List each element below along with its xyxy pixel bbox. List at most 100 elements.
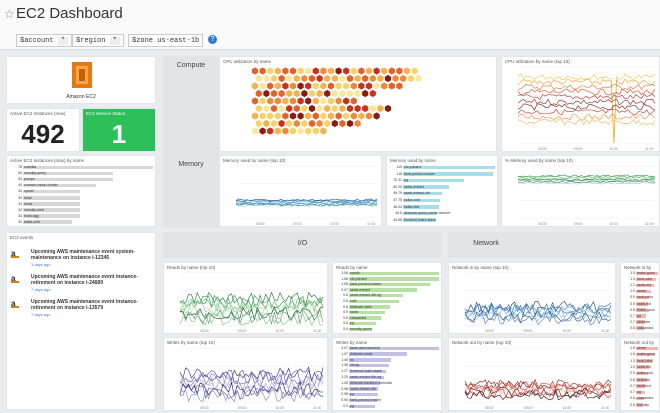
cpu-hex-cell[interactable]: [362, 89, 369, 98]
cpu-hex-cell[interactable]: [312, 112, 319, 120]
cpu-hex-cell[interactable]: [297, 97, 304, 105]
cpu-hex-cell[interactable]: [350, 97, 357, 105]
cpu-hex-cell[interactable]: [384, 74, 392, 83]
cpu-hex-cell[interactable]: [381, 67, 388, 75]
cpu-hex-cell[interactable]: [267, 82, 274, 90]
cpu-hex-cell[interactable]: [358, 67, 365, 75]
cpu-hex-cell[interactable]: [358, 112, 365, 120]
help-icon[interactable]: ?: [208, 35, 217, 44]
favorite-star-icon[interactable]: ☆: [4, 7, 15, 21]
cpu-hex-cell[interactable]: [365, 67, 373, 75]
cpu-hex-cell[interactable]: [312, 82, 319, 90]
cpu-hex-cell[interactable]: [327, 112, 335, 120]
cpu-hex-cell[interactable]: [331, 89, 338, 98]
cpu-hex-cell[interactable]: [297, 67, 304, 75]
cpu-hex-cell[interactable]: [343, 112, 350, 120]
cpu-hex-cell[interactable]: [282, 82, 289, 90]
cpu-hex-cell[interactable]: [339, 74, 346, 83]
cpu-hex-cell[interactable]: [305, 82, 312, 90]
cpu-hex-cell[interactable]: [369, 104, 376, 113]
cpu-hex-cell[interactable]: [263, 89, 270, 98]
cpu-hex-cell[interactable]: [331, 104, 338, 113]
cpu-hex-cell[interactable]: [312, 127, 319, 135]
cpu-hex-cell[interactable]: [263, 104, 270, 113]
cpu-hex-cell[interactable]: [297, 127, 304, 135]
cpu-hex-cell[interactable]: [339, 104, 346, 113]
cpu-hex-cell[interactable]: [301, 89, 308, 98]
cpu-hex-cell[interactable]: [259, 112, 266, 120]
cpu-hex-cell[interactable]: [381, 82, 388, 90]
cpu-hex-cell[interactable]: [354, 119, 361, 128]
cpu-hex-cell[interactable]: [324, 119, 331, 128]
event-title[interactable]: Upcoming AWS maintenance event instance-…: [31, 299, 138, 311]
cpu-hex-cell[interactable]: [301, 119, 308, 128]
cpu-hex-cell[interactable]: [293, 89, 300, 98]
cpu-hex-cell[interactable]: [312, 97, 319, 105]
cpu-hex-cell[interactable]: [270, 74, 278, 83]
cpu-hex-cell[interactable]: [343, 67, 350, 75]
cpu-hex-cell[interactable]: [274, 127, 281, 135]
cpu-hex-cell[interactable]: [411, 67, 418, 75]
cpu-hex-cell[interactable]: [346, 74, 354, 83]
cpu-hex-cell[interactable]: [274, 82, 281, 90]
cpu-hex-cell[interactable]: [392, 74, 399, 83]
cpu-hex-cell[interactable]: [305, 127, 312, 135]
cpu-hex-cell[interactable]: [354, 74, 361, 83]
cpu-hex-cell[interactable]: [316, 74, 323, 83]
cpu-hex-cell[interactable]: [320, 112, 327, 120]
cpu-hex-cell[interactable]: [415, 74, 422, 83]
cpu-hex-cell[interactable]: [320, 67, 327, 75]
cpu-hex-cell[interactable]: [316, 104, 323, 113]
cpu-hex-cell[interactable]: [308, 104, 316, 113]
cpu-hex-cell[interactable]: [263, 119, 270, 128]
cpu-hex-cell[interactable]: [289, 97, 297, 105]
cpu-hex-cell[interactable]: [286, 119, 293, 128]
cpu-hex-cell[interactable]: [343, 82, 350, 90]
cpu-hex-cell[interactable]: [346, 119, 354, 128]
cpu-hex-cell[interactable]: [324, 104, 331, 113]
cpu-hex-cell[interactable]: [327, 82, 335, 90]
cpu-hex-cell[interactable]: [270, 89, 278, 98]
cpu-hex-cell[interactable]: [293, 74, 300, 83]
cpu-hex-cell[interactable]: [305, 112, 312, 120]
cpu-hex-cell[interactable]: [305, 67, 312, 75]
cpu-hex-cell[interactable]: [259, 127, 266, 135]
cpu-hex-cell[interactable]: [388, 82, 395, 90]
cpu-hex-cell[interactable]: [286, 74, 293, 83]
cpu-hex-cell[interactable]: [259, 67, 266, 75]
cpu-hex-cell[interactable]: [259, 97, 266, 105]
cpu-hex-cell[interactable]: [358, 82, 365, 90]
template-var-account[interactable]: $account *: [16, 34, 73, 47]
cpu-hex-cell[interactable]: [339, 119, 346, 128]
cpu-hex-cell[interactable]: [331, 74, 338, 83]
cpu-hex-cell[interactable]: [282, 67, 289, 75]
cpu-hex-cell[interactable]: [289, 82, 297, 90]
cpu-hex-cell[interactable]: [282, 112, 289, 120]
cpu-hex-cell[interactable]: [278, 119, 285, 128]
cpu-hex-cell[interactable]: [369, 74, 376, 83]
event-item[interactable]: a Upcoming AWS maintenance event instance…: [11, 299, 151, 321]
cpu-hex-cell[interactable]: [251, 97, 259, 105]
cpu-hex-cell[interactable]: [335, 112, 342, 120]
cpu-hex-cell[interactable]: [388, 67, 395, 75]
cpu-hex-cell[interactable]: [286, 89, 293, 98]
cpu-hex-cell[interactable]: [308, 74, 316, 83]
cpu-hex-cell[interactable]: [251, 67, 259, 75]
cpu-hex-cell[interactable]: [335, 97, 342, 105]
cpu-hex-cell[interactable]: [369, 89, 376, 98]
cpu-hex-cell[interactable]: [308, 119, 316, 128]
cpu-hex-cell[interactable]: [362, 74, 369, 83]
cpu-hex-cell[interactable]: [274, 97, 281, 105]
cpu-hex-cell[interactable]: [324, 74, 331, 83]
cpu-hex-cell[interactable]: [251, 112, 259, 120]
cpu-hex-cell[interactable]: [251, 127, 259, 135]
cpu-hex-cell[interactable]: [400, 74, 407, 83]
cpu-hex-cell[interactable]: [255, 104, 262, 113]
cpu-hex-cell[interactable]: [267, 112, 274, 120]
cpu-hex-cell[interactable]: [278, 89, 285, 98]
cpu-hex-cell[interactable]: [362, 104, 369, 113]
cpu-hex-cell[interactable]: [282, 97, 289, 105]
cpu-hex-cell[interactable]: [289, 127, 297, 135]
cpu-hex-cell[interactable]: [251, 82, 259, 90]
event-item[interactable]: a Upcoming AWS maintenance event system-m…: [11, 249, 151, 271]
